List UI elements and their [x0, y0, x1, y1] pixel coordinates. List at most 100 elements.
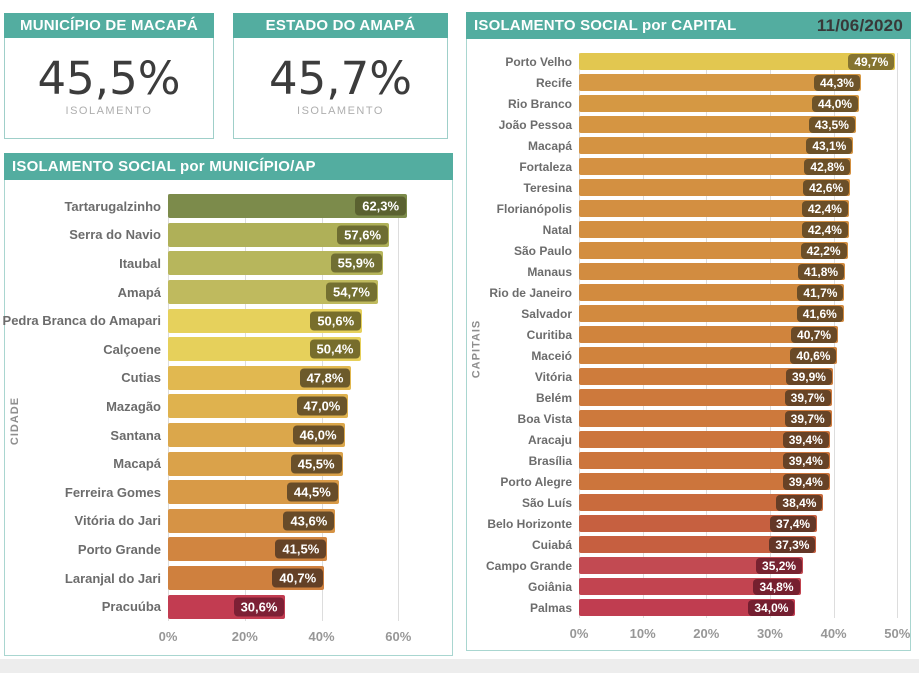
bar[interactable]: 30,6%	[168, 594, 286, 619]
value-badge: 50,6%	[310, 311, 362, 331]
value-badge: 38,4%	[776, 494, 823, 511]
category-label: João Pessoa	[498, 117, 572, 132]
value-badge: 39,4%	[782, 473, 829, 490]
bar[interactable]: 41,6%	[579, 305, 844, 322]
bar[interactable]: 54,7%	[168, 280, 378, 305]
bar[interactable]: 39,4%	[579, 473, 830, 490]
bar[interactable]: 45,5%	[168, 451, 343, 476]
value-badge: 42,4%	[801, 221, 848, 238]
bar[interactable]: 40,7%	[168, 566, 325, 591]
bar-row: 41,8%	[579, 261, 910, 282]
category-label: Vitória do Jari	[74, 513, 161, 529]
bar[interactable]: 43,5%	[579, 116, 856, 133]
isolation-label: ISOLAMENTO	[297, 104, 384, 117]
value-badge: 62,3%	[355, 196, 407, 216]
category-labels: Porto Velho Recife Rio Branco João Pessoa Ma…	[485, 51, 579, 646]
bar[interactable]: 40,7%	[579, 326, 839, 343]
value-badge: 39,4%	[782, 452, 829, 469]
value-badge: 47,0%	[296, 396, 348, 416]
bar[interactable]: 42,4%	[579, 221, 849, 238]
bar[interactable]: 39,9%	[579, 368, 833, 385]
value-badge: 47,8%	[299, 368, 351, 388]
bar[interactable]: 34,8%	[579, 578, 801, 595]
bar[interactable]: 37,3%	[579, 536, 817, 553]
bar[interactable]: 50,4%	[168, 337, 362, 362]
category-label: Santana	[110, 427, 161, 443]
bar-row: 47,8%	[168, 364, 452, 393]
category-label: Campo Grande	[485, 558, 572, 573]
bar[interactable]: 39,4%	[579, 431, 830, 448]
bar[interactable]: 43,1%	[579, 137, 854, 154]
bar[interactable]: 37,4%	[579, 515, 818, 532]
bar[interactable]: 42,4%	[579, 200, 849, 217]
category-label: Mazagão	[106, 398, 161, 414]
bar[interactable]: 42,6%	[579, 179, 851, 196]
x-axis-tick: 50%	[884, 626, 911, 641]
category-label: Curitiba	[526, 327, 572, 342]
category-label: Recife	[535, 75, 572, 90]
bar-row: 41,7%	[579, 282, 910, 303]
category-label: Pedra Branca do Amapari	[2, 313, 161, 329]
bar[interactable]: 35,2%	[579, 557, 804, 574]
bar-row: 37,4%	[579, 513, 910, 534]
bar-row: 47,0%	[168, 392, 452, 421]
bar[interactable]: 39,4%	[579, 452, 830, 469]
x-axis-tick: 60%	[385, 628, 412, 644]
bar[interactable]: 41,8%	[579, 263, 846, 280]
value-badge: 49,7%	[848, 53, 895, 70]
value-badge: 44,0%	[812, 95, 859, 112]
kpi-card-body: 45,7% ISOLAMENTO	[234, 38, 447, 134]
bar[interactable]: 42,2%	[579, 242, 848, 259]
category-label: Rio de Janeiro	[489, 285, 572, 300]
value-badge: 35,2%	[756, 557, 803, 574]
category-label: Cutias	[121, 370, 161, 386]
capital-chart-header: ISOLAMENTO SOCIAL por CAPITAL 11/06/2020	[466, 12, 911, 39]
value-badge: 54,7%	[326, 282, 377, 302]
bar-row: 43,1%	[579, 135, 910, 156]
bar[interactable]: 38,4%	[579, 494, 824, 511]
bar[interactable]: 50,6%	[168, 308, 363, 333]
category-label: Macapá	[113, 456, 161, 472]
bar[interactable]: 62,3%	[168, 194, 408, 219]
category-label: Porto Alegre	[500, 474, 572, 489]
bar[interactable]: 34,0%	[579, 599, 796, 616]
y-axis-label: CIDADE	[9, 397, 22, 446]
value-badge: 34,0%	[748, 599, 795, 616]
bar-row: 34,0%	[579, 597, 910, 618]
bar[interactable]: 41,7%	[579, 284, 845, 301]
bar[interactable]: 44,3%	[579, 74, 861, 91]
bar-row: 46,0%	[168, 421, 452, 450]
x-axis-tick: 30%	[756, 626, 783, 641]
bar[interactable]: 43,6%	[168, 508, 336, 533]
bar-row: 40,6%	[579, 345, 910, 366]
value-badge: 45,5%	[290, 454, 342, 474]
bar-row: 42,2%	[579, 240, 910, 261]
category-label: Natal	[542, 222, 572, 237]
bar[interactable]: 39,7%	[579, 389, 832, 406]
category-label: Belém	[535, 390, 572, 405]
value-badge: 42,6%	[803, 179, 850, 196]
bar[interactable]: 46,0%	[168, 423, 345, 448]
bar-row: 42,4%	[579, 219, 910, 240]
bar[interactable]: 47,8%	[168, 365, 352, 390]
bar[interactable]: 41,5%	[168, 537, 328, 562]
bar[interactable]: 44,0%	[579, 95, 860, 112]
bar[interactable]: 42,8%	[579, 158, 852, 175]
bar[interactable]: 55,9%	[168, 251, 383, 276]
value-badge: 39,7%	[784, 389, 831, 406]
bar[interactable]: 39,7%	[579, 410, 832, 427]
value-badge: 41,5%	[275, 539, 327, 559]
bar-row: 35,2%	[579, 555, 910, 576]
value-badge: 43,5%	[808, 116, 855, 133]
value-badge: 50,4%	[309, 339, 361, 359]
x-axis-tick: 40%	[308, 628, 335, 644]
bar[interactable]: 57,6%	[168, 222, 390, 247]
x-axis-tick: 0%	[158, 628, 178, 644]
bar[interactable]: 40,6%	[579, 347, 838, 364]
bar-row: 42,4%	[579, 198, 910, 219]
bar[interactable]: 49,7%	[579, 53, 896, 70]
bar[interactable]: 47,0%	[168, 394, 349, 419]
x-axis-tick: 20%	[231, 628, 258, 644]
capital-chart-panel: ISOLAMENTO SOCIAL por CAPITAL 11/06/2020…	[466, 12, 911, 651]
bar[interactable]: 44,5%	[168, 480, 339, 505]
